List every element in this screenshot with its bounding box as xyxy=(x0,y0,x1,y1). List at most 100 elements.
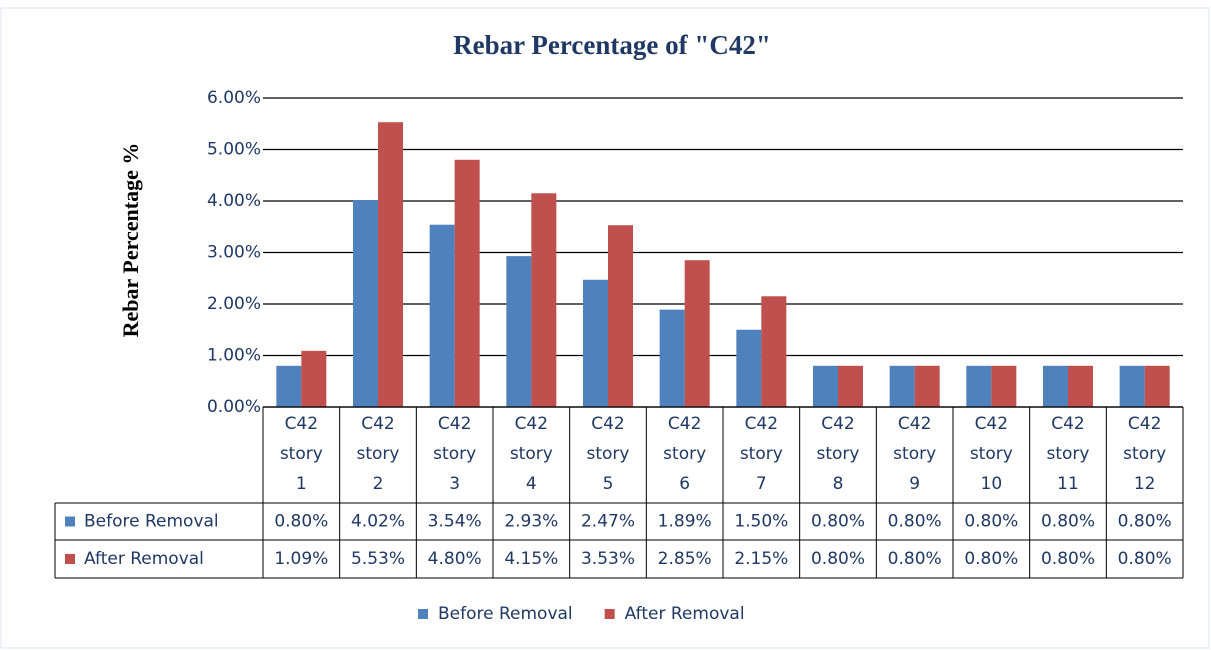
x-tick-label-line: C42 xyxy=(591,414,625,434)
data-label: 4.02% xyxy=(351,512,405,532)
data-label: 0.80% xyxy=(1118,549,1172,569)
data-label: 4.15% xyxy=(504,549,558,569)
x-tick-label-line: story xyxy=(280,444,323,464)
x-tick-label-line: C42 xyxy=(361,414,395,434)
x-tick-label: C42 story 2 xyxy=(357,414,400,494)
bar xyxy=(583,279,608,407)
x-tick-label-line: story xyxy=(587,444,630,464)
data-label: 4.80% xyxy=(428,549,482,569)
x-tick-label: C42 story 7 xyxy=(740,414,783,494)
x-tick-label-line: C42 xyxy=(1051,414,1085,434)
x-tick-label-line: story xyxy=(893,444,936,464)
legend-label: After Removal xyxy=(625,604,745,624)
x-tick-label-line: story xyxy=(740,444,783,464)
bar xyxy=(506,256,532,407)
x-tick-label-line: C42 xyxy=(898,414,932,434)
y-tick-label: 4.00% xyxy=(207,191,261,211)
bar xyxy=(1119,365,1145,407)
x-tick-label: C42 story 6 xyxy=(663,414,706,494)
x-tick-label-line: 5 xyxy=(603,474,614,494)
data-label: 0.80% xyxy=(1041,549,1095,569)
data-label: 2.15% xyxy=(734,549,788,569)
y-tick-label: 0.00% xyxy=(207,397,261,417)
x-tick-label-line: C42 xyxy=(1128,414,1162,434)
x-tick-label-line: 7 xyxy=(756,474,767,494)
x-tick-label: C42 story 1 xyxy=(280,414,323,494)
y-tick-label: 5.00% xyxy=(207,140,261,160)
bar xyxy=(378,122,403,407)
bar xyxy=(1043,365,1068,407)
bar xyxy=(531,193,557,407)
data-label: 0.80% xyxy=(964,512,1018,532)
x-tick-label-line: story xyxy=(1047,444,1090,464)
x-tick-label-line: C42 xyxy=(668,414,702,434)
legend-label: After Removal xyxy=(84,549,204,569)
y-axis-label: Rebar Percentage % xyxy=(118,143,143,338)
x-tick-label-line: C42 xyxy=(285,414,319,434)
x-tick-label-line: C42 xyxy=(438,414,472,434)
y-tick-label: 6.00% xyxy=(207,88,261,108)
x-tick-label: C42 story 3 xyxy=(433,414,476,494)
x-tick-label-line: 8 xyxy=(833,474,844,494)
x-tick-label-line: 12 xyxy=(1134,474,1156,494)
legend-swatch xyxy=(604,609,615,619)
legend-swatch xyxy=(65,554,75,564)
data-label: 0.80% xyxy=(888,549,942,569)
bar xyxy=(736,329,762,407)
x-tick-label-line: 4 xyxy=(526,474,537,494)
legend-swatch xyxy=(418,609,428,619)
x-tick-label-line: story xyxy=(817,444,860,464)
data-label: 5.53% xyxy=(351,549,405,569)
x-tick-label-line: C42 xyxy=(975,414,1009,434)
data-label: 3.53% xyxy=(581,549,635,569)
data-label: 0.80% xyxy=(964,549,1018,569)
y-tick-label: 2.00% xyxy=(207,294,261,314)
bar xyxy=(684,260,710,407)
x-tick-label: C42 story 11 xyxy=(1047,414,1090,494)
data-label: 1.50% xyxy=(734,512,788,532)
chart-title: Rebar Percentage of "C42" xyxy=(453,30,771,60)
x-tick-label-line: 10 xyxy=(981,474,1003,494)
x-tick-label-line: story xyxy=(1123,444,1166,464)
legend-swatch xyxy=(65,516,75,527)
data-label: 0.80% xyxy=(888,512,942,532)
legend-label: Before Removal xyxy=(84,512,219,532)
bar xyxy=(1068,365,1093,407)
data-label: 0.80% xyxy=(1118,512,1172,532)
x-tick-label: C42 story 9 xyxy=(893,414,936,494)
y-tick-label: 1.00% xyxy=(207,346,261,366)
bar xyxy=(813,365,838,407)
bar xyxy=(454,159,480,407)
data-label: 0.80% xyxy=(1041,512,1095,532)
x-tick-label-line: 2 xyxy=(373,474,384,494)
x-tick-label-line: 9 xyxy=(909,474,920,494)
data-label: 0.80% xyxy=(274,512,328,532)
data-label: 1.89% xyxy=(658,512,712,532)
bar xyxy=(966,365,992,407)
bar xyxy=(838,365,863,407)
data-label: 1.09% xyxy=(274,549,328,569)
bar xyxy=(889,365,915,407)
data-label: 0.80% xyxy=(811,549,865,569)
bar xyxy=(659,309,685,407)
x-tick-label-line: story xyxy=(970,444,1013,464)
x-tick-label: C42 story 5 xyxy=(587,414,630,494)
x-tick-label: C42 story 10 xyxy=(970,414,1013,494)
bar xyxy=(608,225,633,407)
bar xyxy=(301,350,327,407)
x-tick-label-line: story xyxy=(510,444,553,464)
y-tick-label: 3.00% xyxy=(207,243,261,263)
x-tick-label-line: 1 xyxy=(296,474,307,494)
x-tick-label-line: 3 xyxy=(449,474,460,494)
x-tick-label-line: C42 xyxy=(745,414,779,434)
legend-label: Before Removal xyxy=(438,604,573,624)
bar xyxy=(276,365,302,407)
data-label: 2.93% xyxy=(504,512,558,532)
x-tick-label-line: story xyxy=(433,444,476,464)
x-tick-label: C42 story 8 xyxy=(817,414,860,494)
x-tick-label-line: 6 xyxy=(679,474,690,494)
x-tick-label-line: C42 xyxy=(515,414,549,434)
x-tick-label-line: C42 xyxy=(821,414,855,434)
data-label: 2.85% xyxy=(658,549,712,569)
